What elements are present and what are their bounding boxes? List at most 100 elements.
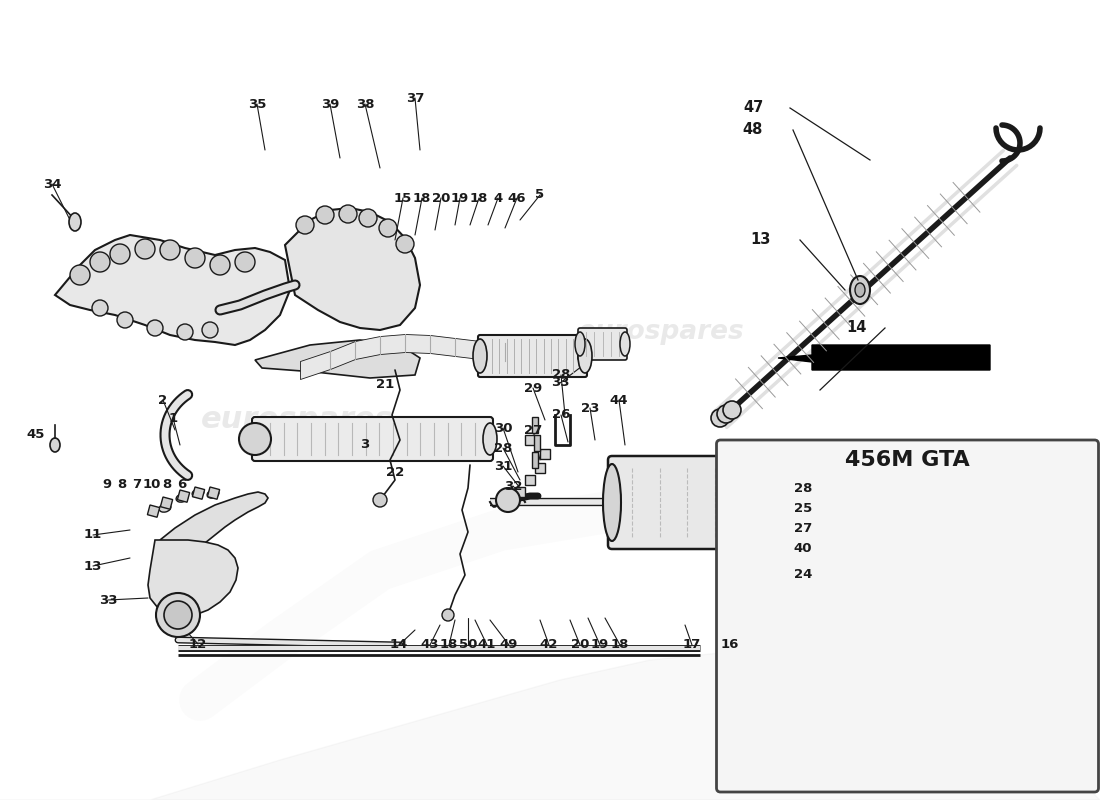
Circle shape	[442, 609, 454, 621]
Text: 46: 46	[508, 191, 526, 205]
FancyBboxPatch shape	[732, 497, 756, 513]
Text: 17: 17	[683, 638, 701, 651]
Text: 28: 28	[794, 482, 812, 494]
Bar	[525, 475, 535, 485]
Circle shape	[396, 235, 414, 253]
FancyBboxPatch shape	[738, 480, 762, 496]
Circle shape	[723, 401, 741, 419]
FancyBboxPatch shape	[252, 417, 493, 461]
Circle shape	[202, 322, 218, 338]
Text: 32: 32	[504, 479, 522, 493]
Bar	[515, 487, 525, 497]
Circle shape	[70, 265, 90, 285]
Text: 5: 5	[536, 189, 544, 202]
FancyBboxPatch shape	[578, 328, 627, 360]
Text: 40: 40	[794, 542, 812, 554]
Bar	[540, 449, 550, 459]
Text: 20: 20	[571, 638, 590, 651]
Text: 38: 38	[355, 98, 374, 110]
Ellipse shape	[176, 494, 188, 502]
Circle shape	[210, 255, 230, 275]
Text: 7: 7	[132, 478, 142, 490]
Ellipse shape	[739, 503, 757, 517]
Circle shape	[185, 248, 205, 268]
Text: eurospares: eurospares	[200, 406, 394, 434]
Circle shape	[316, 206, 334, 224]
FancyBboxPatch shape	[716, 440, 1099, 792]
Ellipse shape	[473, 339, 487, 373]
Ellipse shape	[207, 490, 219, 498]
Text: 14: 14	[389, 638, 408, 651]
Circle shape	[92, 300, 108, 316]
Text: 49: 49	[499, 638, 518, 651]
Ellipse shape	[578, 339, 592, 373]
Bar	[525, 435, 535, 445]
Text: 47: 47	[742, 101, 763, 115]
Text: 25: 25	[794, 502, 812, 514]
Text: 18: 18	[440, 638, 459, 651]
Circle shape	[296, 216, 314, 234]
FancyBboxPatch shape	[608, 456, 766, 549]
Ellipse shape	[855, 283, 865, 297]
Text: 35: 35	[248, 98, 266, 110]
Circle shape	[379, 219, 397, 237]
Ellipse shape	[750, 486, 759, 494]
Circle shape	[147, 320, 163, 336]
Circle shape	[717, 405, 735, 423]
Text: 13: 13	[84, 559, 102, 573]
Bar	[532, 452, 538, 468]
Circle shape	[359, 209, 377, 227]
Polygon shape	[255, 340, 420, 378]
Text: 45: 45	[26, 429, 45, 442]
Text: 8: 8	[118, 478, 127, 490]
Text: 44: 44	[609, 394, 628, 406]
Bar	[534, 435, 540, 451]
Circle shape	[110, 244, 130, 264]
Polygon shape	[778, 345, 990, 370]
Polygon shape	[55, 235, 290, 345]
Ellipse shape	[483, 423, 497, 455]
Ellipse shape	[160, 504, 170, 512]
Circle shape	[711, 409, 729, 427]
Polygon shape	[0, 650, 1100, 800]
Circle shape	[339, 205, 358, 223]
Ellipse shape	[248, 423, 262, 455]
Bar	[147, 505, 160, 518]
Text: 19: 19	[591, 638, 609, 651]
Text: 10: 10	[143, 478, 162, 490]
Polygon shape	[285, 208, 420, 330]
Ellipse shape	[754, 464, 771, 541]
Text: 31: 31	[494, 459, 513, 473]
Text: 29: 29	[524, 382, 542, 394]
Circle shape	[117, 312, 133, 328]
Ellipse shape	[192, 489, 204, 497]
Text: 11: 11	[84, 529, 102, 542]
Circle shape	[235, 252, 255, 272]
Bar	[177, 490, 189, 502]
Text: 42: 42	[540, 638, 558, 651]
Text: 3: 3	[361, 438, 370, 451]
Text: 28: 28	[494, 442, 513, 454]
Circle shape	[164, 601, 192, 629]
Text: 6: 6	[177, 478, 187, 490]
Text: 19: 19	[451, 191, 469, 205]
Text: 27: 27	[524, 423, 542, 437]
Bar	[161, 497, 173, 510]
Text: 1: 1	[168, 411, 177, 425]
Text: 12: 12	[189, 638, 207, 650]
Ellipse shape	[69, 213, 81, 231]
Text: 2: 2	[158, 394, 167, 406]
Text: 24: 24	[794, 569, 812, 582]
Text: 43: 43	[420, 638, 439, 651]
Circle shape	[135, 239, 155, 259]
Text: 21: 21	[376, 378, 394, 391]
Text: 16: 16	[720, 638, 739, 651]
Text: 23: 23	[581, 402, 600, 414]
Text: 39: 39	[321, 98, 339, 110]
Circle shape	[156, 593, 200, 637]
Polygon shape	[160, 492, 268, 550]
Text: 33: 33	[99, 594, 118, 606]
Bar	[208, 487, 220, 499]
Text: 34: 34	[43, 178, 62, 190]
Ellipse shape	[50, 438, 60, 452]
